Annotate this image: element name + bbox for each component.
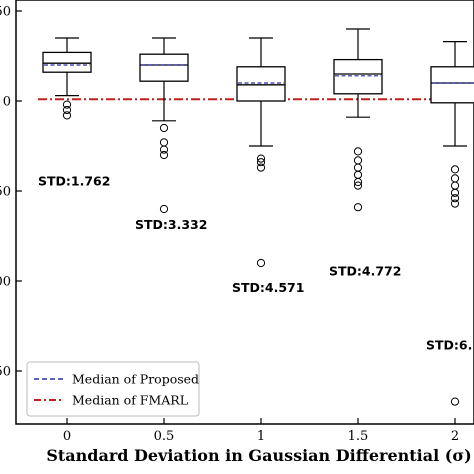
outlier-point [353, 170, 363, 179]
outlier-point [159, 123, 169, 133]
box-series [42, 28, 474, 406]
y-tick-label: -150 [0, 365, 11, 380]
y-tick-label: -50 [0, 185, 11, 200]
outlier-point [62, 105, 72, 115]
std-annotation: STD:4.772 [329, 264, 401, 279]
x-tick-label: 1 [257, 429, 265, 444]
x-tick-label: 1.5 [348, 429, 369, 444]
y-tick-label: 50 [0, 5, 11, 20]
legend-frame [26, 361, 200, 417]
box-iqr [139, 53, 189, 82]
std-annotation: STD:1.762 [38, 174, 110, 189]
box-0 [42, 37, 92, 120]
outlier-point [62, 111, 72, 120]
outlier-point [62, 100, 72, 109]
outlier-point [353, 181, 363, 190]
box-0-5 [139, 37, 189, 214]
y-axis: 50 0 -50 -100 -150 [0, 5, 22, 380]
box-1-5 [333, 28, 383, 212]
x-tick-label: 0.5 [154, 429, 175, 444]
x-tick-label: 0 [63, 429, 71, 444]
outlier-point [353, 147, 363, 156]
outlier-point [256, 158, 266, 167]
legend-fmarl-label: Median of FMARL [72, 393, 188, 408]
box-iqr [42, 51, 92, 73]
legend-proposed-label: Median of Proposed [72, 372, 199, 387]
x-axis-label: Standard Deviation in Gaussian Different… [46, 446, 471, 465]
std-annotations: STD:1.762 STD:3.332 STD:4.571 STD:4.772 STD:… [38, 174, 474, 353]
outlier-point [450, 165, 460, 174]
outlier-point [256, 258, 266, 268]
outlier-point [256, 163, 266, 172]
outlier-point [159, 138, 169, 147]
box-iqr [430, 66, 474, 104]
outlier-point [159, 150, 169, 160]
box-1 [236, 37, 286, 268]
outlier-point [450, 174, 460, 183]
box-iqr [236, 66, 286, 102]
outlier-point [353, 177, 363, 187]
outlier-point [450, 199, 460, 208]
outlier-point [256, 154, 266, 163]
std-annotation: STD:3.332 [135, 217, 207, 232]
y-tick-label: -100 [0, 275, 11, 290]
legend: Median of Proposed Median of FMARL [26, 361, 200, 417]
outlier-point [353, 156, 363, 165]
box-2 [430, 40, 474, 406]
x-tick-label: 2 [451, 429, 459, 444]
plot-frame [15, 0, 474, 425]
outlier-point [159, 145, 169, 154]
outlier-point [450, 188, 460, 197]
std-annotation: STD:4.571 [232, 280, 304, 295]
x-axis: 0 0.5 1 1.5 2 [63, 418, 459, 444]
outlier-point [159, 204, 169, 214]
outlier-point [353, 163, 363, 172]
outlier-point [353, 203, 363, 212]
std-annotation: STD:6.1 [426, 337, 474, 352]
y-tick-label: 0 [3, 95, 11, 110]
box-iqr [333, 58, 383, 95]
outlier-point [450, 194, 460, 203]
outlier-point [450, 397, 460, 406]
outlier-point [450, 181, 460, 190]
